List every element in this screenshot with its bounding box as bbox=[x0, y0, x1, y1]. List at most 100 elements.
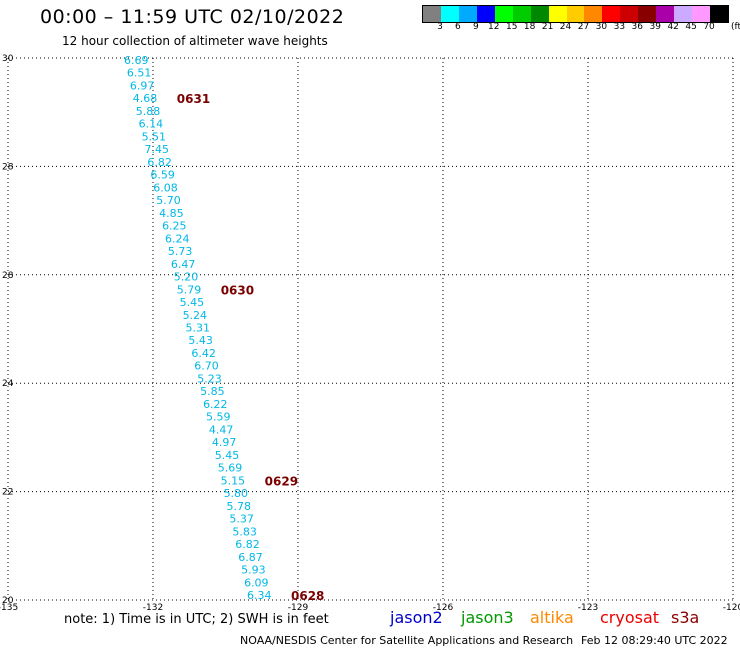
legend-swatch bbox=[602, 6, 621, 22]
satellite-s3a: s3a bbox=[671, 608, 700, 627]
wave-height-value: 5.45 bbox=[180, 296, 205, 309]
legend-label: 27 bbox=[577, 22, 590, 32]
legend-swatch bbox=[512, 6, 531, 22]
wave-height-value: 6.14 bbox=[139, 118, 164, 131]
wave-height-value: 5.79 bbox=[177, 283, 202, 296]
legend-swatch bbox=[620, 6, 639, 22]
wave-height-value: 6.82 bbox=[147, 156, 172, 169]
wave-height-value: 5.88 bbox=[136, 105, 161, 118]
wave-height-labels: 6.696.516.974.685.886.145.517.456.826.59… bbox=[124, 54, 272, 602]
legend-label: 15 bbox=[505, 22, 518, 32]
wave-height-value: 6.70 bbox=[194, 360, 219, 373]
legend-unit: (ft) bbox=[731, 22, 740, 32]
map-title: 00:00 – 11:59 UTC 02/10/2022 bbox=[40, 6, 345, 28]
legend-label: 12 bbox=[488, 22, 500, 32]
longitude-tick-label: -135 bbox=[0, 603, 18, 610]
time-labels: 0631 0630 0629 0628 bbox=[177, 92, 325, 603]
wave-height-value: 6.25 bbox=[162, 220, 187, 233]
satellite-altika: altika bbox=[530, 608, 574, 627]
map-grid bbox=[7, 57, 734, 601]
legend-swatch bbox=[584, 6, 603, 22]
legend-swatch bbox=[530, 6, 549, 22]
wave-height-value: 5.31 bbox=[186, 322, 211, 335]
longitude-tick-label: -120 bbox=[723, 603, 740, 610]
wave-height-value: 6.42 bbox=[191, 347, 216, 360]
wave-height-value: 6.24 bbox=[165, 232, 190, 245]
wave-height-value: 6.51 bbox=[127, 67, 152, 80]
legend-swatch bbox=[494, 6, 513, 22]
wave-height-value: 4.97 bbox=[212, 436, 237, 449]
legend-swatch bbox=[710, 6, 728, 22]
wave-height-color-legend bbox=[422, 5, 729, 23]
latitude-tick-label: 30 bbox=[2, 54, 14, 64]
wave-height-value: 5.45 bbox=[215, 449, 240, 462]
longitude-tick-label: -123 bbox=[578, 603, 598, 610]
time-label: 0631 bbox=[177, 92, 210, 106]
legend-label: 39 bbox=[649, 22, 661, 32]
legend-label: 21 bbox=[541, 22, 554, 32]
axis-tick-labels: -135 -132 -129 -126 -123 -120 30 28 28 24 22 20 bbox=[0, 54, 740, 610]
legend-swatch bbox=[476, 6, 495, 22]
wave-height-value: 5.15 bbox=[221, 474, 246, 487]
wave-height-value: 5.20 bbox=[174, 271, 199, 284]
wave-height-value: 5.78 bbox=[227, 500, 252, 513]
longitude-tick-label: -126 bbox=[433, 603, 454, 610]
legend-swatch bbox=[548, 6, 567, 22]
footer-note: note: 1) Time is in UTC; 2) SWH is in fe… bbox=[64, 612, 329, 627]
satellite-jason2: jason2 bbox=[390, 608, 443, 627]
wave-height-value: 5.73 bbox=[168, 245, 193, 258]
legend-swatch bbox=[656, 6, 675, 22]
generated-timestamp: Feb 12 08:29:40 UTC 2022 bbox=[581, 634, 728, 647]
wave-height-value: 7.45 bbox=[145, 143, 170, 156]
wave-height-value: 5.37 bbox=[229, 513, 254, 526]
legend-label: 6 bbox=[455, 22, 461, 32]
wave-height-value: 5.80 bbox=[224, 487, 249, 500]
time-label: 0630 bbox=[221, 283, 254, 297]
wave-height-value: 6.47 bbox=[171, 258, 196, 271]
latitude-tick-label: 28 bbox=[2, 162, 14, 172]
latitude-tick-label: 24 bbox=[2, 379, 14, 389]
satellite-cryosat: cryosat bbox=[600, 608, 660, 627]
legend-swatch bbox=[423, 6, 441, 22]
wave-height-value: 5.43 bbox=[188, 334, 213, 347]
time-label: 0628 bbox=[291, 589, 324, 603]
wave-height-value: 4.47 bbox=[209, 423, 234, 436]
wave-height-value: 6.08 bbox=[153, 181, 178, 194]
legend-label: 24 bbox=[559, 22, 572, 32]
wave-height-value: 6.87 bbox=[238, 551, 263, 564]
wave-height-value: 4.85 bbox=[159, 207, 184, 220]
legend-swatch bbox=[692, 6, 710, 22]
wave-height-value: 6.09 bbox=[244, 576, 268, 589]
latitude-tick-label: 22 bbox=[2, 488, 13, 498]
legend-label: 9 bbox=[472, 22, 479, 32]
wave-height-value: 6.59 bbox=[150, 169, 175, 182]
legend-label: 42 bbox=[667, 22, 679, 32]
longitude-tick-label: -132 bbox=[143, 603, 163, 610]
wave-height-value: 6.69 bbox=[124, 54, 149, 67]
wave-height-value: 5.69 bbox=[218, 462, 243, 475]
legend-label: 70 bbox=[703, 22, 715, 32]
legend-label: 18 bbox=[523, 22, 536, 32]
wave-height-value: 6.82 bbox=[235, 538, 259, 551]
wave-height-value: 5.59 bbox=[206, 411, 231, 424]
legend-swatch bbox=[566, 6, 585, 22]
satellite-jason3: jason3 bbox=[461, 608, 514, 627]
wave-height-value: 5.85 bbox=[200, 385, 225, 398]
legend-label: 45 bbox=[685, 22, 697, 32]
legend-swatch bbox=[458, 6, 477, 22]
map-subtitle: 12 hour collection of altimeter wave hei… bbox=[62, 34, 328, 48]
legend-swatch bbox=[638, 6, 657, 22]
wave-height-value: 5.51 bbox=[142, 130, 167, 143]
legend-label: 30 bbox=[595, 22, 608, 32]
wave-height-value: 6.97 bbox=[130, 79, 155, 92]
wave-height-value: 6.22 bbox=[203, 398, 228, 411]
legend-label: 33 bbox=[613, 22, 626, 32]
legend-swatch bbox=[440, 6, 459, 22]
latitude-tick-label: 28 bbox=[2, 271, 14, 281]
longitude-tick-label: -129 bbox=[288, 603, 309, 610]
latitude-tick-label: 20 bbox=[2, 596, 14, 606]
wave-height-value: 5.83 bbox=[232, 525, 257, 538]
wave-height-map: -135 -132 -129 -126 -123 -120 30 28 28 24 22 20 6.6… bbox=[0, 54, 740, 610]
wave-height-value: 5.70 bbox=[156, 194, 181, 207]
